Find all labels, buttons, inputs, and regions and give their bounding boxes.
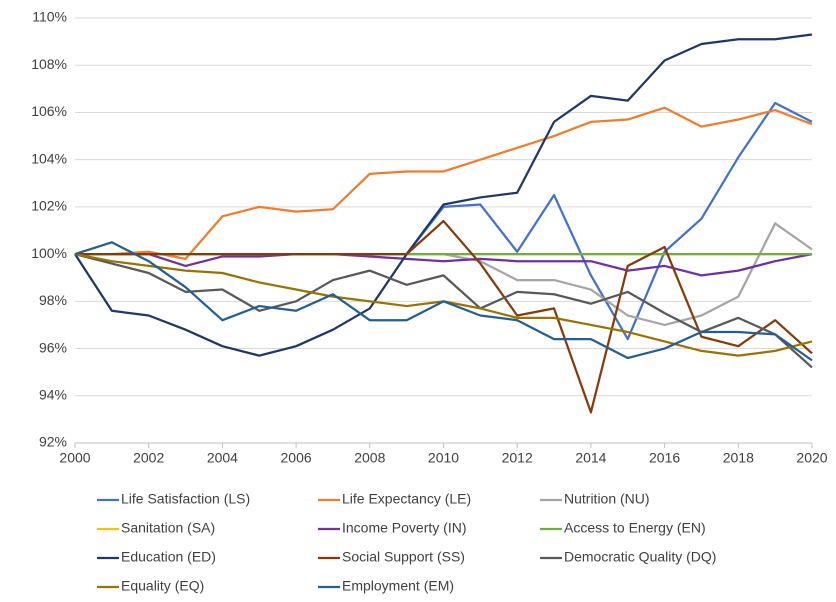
series-line (75, 219, 813, 414)
series-line (75, 106, 813, 260)
y-tick-label: 102% (31, 198, 67, 214)
series-line (74, 253, 813, 369)
y-tick-label: 98% (39, 292, 67, 308)
x-tick-label: 2004 (207, 450, 238, 466)
legend-label: Nutrition (NU) (564, 491, 650, 507)
x-tick-label: 2012 (502, 450, 533, 466)
y-tick-label: 104% (31, 150, 67, 166)
y-tick-label: 94% (39, 386, 67, 402)
legend-label: Equality (EQ) (121, 578, 204, 594)
x-tick-label: 2000 (59, 450, 90, 466)
y-tick-label: 106% (31, 103, 67, 119)
x-tick-label: 2002 (133, 450, 164, 466)
x-tick-label: 2020 (796, 450, 827, 466)
y-tick-label: 110% (32, 9, 67, 25)
series-line (74, 241, 813, 362)
y-tick-label: 108% (31, 56, 67, 72)
x-tick-label: 2008 (354, 450, 385, 466)
x-tick-label: 2006 (281, 450, 312, 466)
y-tick-label: 92% (39, 434, 67, 450)
legend-label: Social Support (SS) (342, 549, 465, 565)
legend-label: Sanitation (SA) (121, 520, 215, 536)
legend-label: Democratic Quality (DQ) (564, 549, 716, 565)
y-tick-label: 100% (31, 245, 67, 261)
x-tick-label: 2014 (575, 450, 606, 466)
legend-label: Income Poverty (IN) (342, 520, 466, 536)
series-line (74, 33, 813, 357)
series-line (75, 252, 813, 277)
x-tick-label: 2016 (649, 450, 680, 466)
legend-label: Access to Energy (EN) (564, 520, 706, 536)
y-tick-label: 96% (39, 339, 67, 355)
x-tick-label: 2010 (428, 450, 459, 466)
series-line (74, 253, 813, 357)
legend-label: Education (ED) (121, 549, 216, 565)
legend-label: Employment (EM) (342, 578, 454, 594)
legend-label: Life Expectancy (LE) (342, 491, 471, 507)
x-tick-label: 2018 (723, 450, 754, 466)
legend-label: Life Satisfaction (LS) (121, 491, 250, 507)
series-line (75, 222, 813, 327)
